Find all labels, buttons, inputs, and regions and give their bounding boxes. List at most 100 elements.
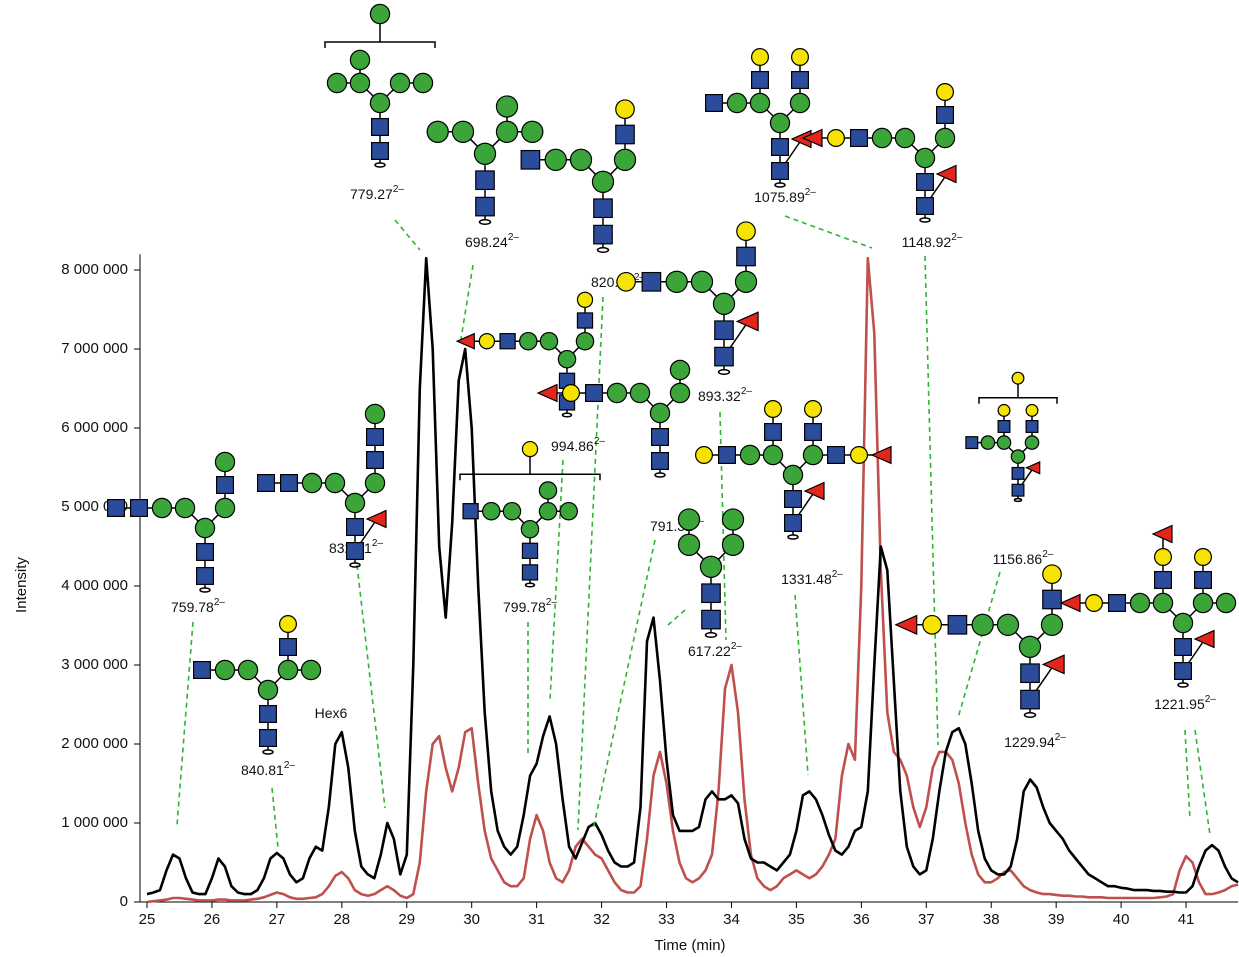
peak-charge: 2– xyxy=(372,538,384,549)
reducing-end xyxy=(775,183,785,187)
glycan-residue xyxy=(616,125,634,143)
glycan-residue xyxy=(1041,614,1062,635)
glycan-residue xyxy=(630,383,649,402)
peak-charge: 2– xyxy=(546,597,558,608)
glycan-residue xyxy=(280,639,297,656)
peak-mass: 840.81 xyxy=(241,762,284,778)
peak-label: 1229.942– xyxy=(1004,732,1066,750)
glycan-residue xyxy=(1175,663,1192,680)
glycan-residue xyxy=(616,100,634,118)
glycan-residue xyxy=(998,421,1010,433)
chromatogram-trace xyxy=(147,258,1238,902)
glycan-residue xyxy=(1173,613,1192,632)
glycan-residue xyxy=(152,498,171,517)
glycan-residue xyxy=(521,521,538,538)
glycan-residue xyxy=(1109,595,1126,612)
glycan-residue xyxy=(539,503,556,520)
glycan-residue xyxy=(260,706,277,723)
peak-label: 893.322– xyxy=(698,386,752,404)
x-tick-label: 34 xyxy=(723,911,740,928)
glycan-residue xyxy=(700,556,721,577)
glycan-residue xyxy=(1155,572,1172,589)
leader-line xyxy=(925,256,938,745)
x-tick-label: 37 xyxy=(918,911,935,928)
glycan xyxy=(108,452,235,592)
peak-mass: 1331.48 xyxy=(781,571,832,587)
peak-charge: 2– xyxy=(594,436,606,447)
glycan-residue xyxy=(617,273,635,291)
leader-line xyxy=(578,297,603,830)
glycan-residue xyxy=(1195,631,1214,648)
glycan-residue xyxy=(772,139,789,156)
glycan-residue xyxy=(805,483,824,500)
glycan-residue xyxy=(1011,450,1024,463)
y-tick-label: 4 000 000 xyxy=(61,577,128,594)
glycan-residue xyxy=(851,447,868,464)
glycan-residue xyxy=(702,584,720,602)
glycan-bracket xyxy=(460,456,600,480)
glycan-residue xyxy=(763,445,782,464)
glycan-residue xyxy=(1061,595,1080,612)
glycan-residue xyxy=(108,500,125,517)
glycan-residue xyxy=(896,616,917,634)
glycan-residue xyxy=(372,143,389,160)
glycan-residue xyxy=(1216,593,1235,612)
glycan-residue xyxy=(325,473,344,492)
x-tick-label: 27 xyxy=(269,911,286,928)
reducing-end xyxy=(350,563,360,567)
glycan-residue xyxy=(715,321,733,339)
glycan-residue xyxy=(522,543,537,558)
glycan xyxy=(1061,526,1236,687)
glycan-residue xyxy=(937,166,956,183)
glycan-residue xyxy=(350,50,369,69)
x-axis-title: Time (min) xyxy=(654,937,725,954)
peak-label: 840.812– xyxy=(241,760,295,778)
peak-mass: 893.32 xyxy=(698,388,741,404)
glycan-residue xyxy=(981,436,994,449)
glycan-residue xyxy=(390,73,409,92)
glycan-residue xyxy=(260,730,277,747)
glycan-residue xyxy=(586,385,603,402)
glycan-residue xyxy=(828,130,845,147)
glycan-residue xyxy=(670,383,689,402)
peak-charge: 2– xyxy=(508,232,520,243)
glycan-residue xyxy=(1021,690,1039,708)
glycan-residue xyxy=(280,616,297,633)
glycan-residue xyxy=(923,616,941,634)
glycan-residue xyxy=(696,447,713,464)
glycan-residue xyxy=(722,509,743,530)
x-tick-label: 39 xyxy=(1048,911,1065,928)
peak-charge: 2– xyxy=(741,386,753,397)
glycan-residue xyxy=(345,493,364,512)
glycan-residue xyxy=(197,544,214,561)
glycan-residue xyxy=(570,149,591,170)
glycan-residue xyxy=(895,128,914,147)
x-tick-label: 32 xyxy=(593,911,610,928)
glycan-residue xyxy=(1043,565,1061,583)
glycan-residue xyxy=(278,660,297,679)
glycan-residue xyxy=(792,49,809,66)
reducing-end xyxy=(375,163,385,167)
glycan-residue xyxy=(805,401,822,418)
glycan-residue xyxy=(851,130,868,147)
peak-mass: 1148.92 xyxy=(902,234,952,250)
y-tick-label: 1 000 000 xyxy=(61,814,128,831)
glycan-residue xyxy=(997,614,1018,635)
leader-line xyxy=(668,610,685,625)
glycan-residue xyxy=(652,453,669,470)
glycan-residue xyxy=(691,271,712,292)
peak-label: 698.242– xyxy=(465,232,519,250)
y-axis-title: Intensity xyxy=(13,557,30,613)
glycan-residue xyxy=(563,385,580,402)
reducing-end xyxy=(655,473,665,477)
glycan-residue xyxy=(496,121,517,142)
glycan-residue xyxy=(194,662,211,679)
glycan-residue xyxy=(828,447,845,464)
glycan-residue xyxy=(215,452,234,471)
glycan-residue xyxy=(594,225,612,243)
glycan-residue xyxy=(367,429,384,446)
glycan-residue xyxy=(1012,484,1024,496)
glycan-residue xyxy=(496,96,517,117)
glycan-residue xyxy=(915,148,934,167)
x-tick-label: 29 xyxy=(398,911,415,928)
